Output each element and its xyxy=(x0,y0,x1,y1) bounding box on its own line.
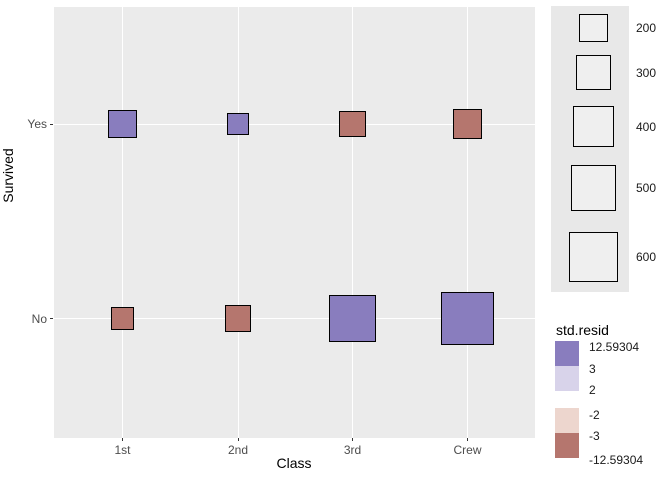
data-square-Crew-No xyxy=(441,292,494,345)
x-axis-title: Class xyxy=(276,455,312,471)
x-tick-label-2nd: 2nd xyxy=(227,443,249,457)
gridline-vertical-3rd xyxy=(352,7,353,438)
color-legend-label-3: 3 xyxy=(589,362,596,376)
y-tick-mark-Yes xyxy=(50,123,53,125)
y-tick-mark-No xyxy=(50,318,53,319)
gridline-vertical-1st xyxy=(122,7,123,438)
color-legend-label-2: 2 xyxy=(589,383,596,397)
data-square-3rd-No xyxy=(329,295,376,342)
x-tick-mark-3rd xyxy=(352,438,353,441)
data-square-1st-No xyxy=(111,307,134,330)
color-legend-swatch-2 xyxy=(555,408,579,433)
x-tick-mark-1st xyxy=(122,438,123,441)
color-legend-swatch-3 xyxy=(555,433,579,458)
color-legend-label--2: -2 xyxy=(589,408,600,422)
gridline-vertical-Crew xyxy=(467,7,468,438)
size-legend-square-200 xyxy=(579,13,608,43)
x-tick-label-1st: 1st xyxy=(114,443,131,457)
color-legend-label--12.59304: -12.59304 xyxy=(589,453,644,467)
size-legend-label-500: 500 xyxy=(636,181,657,195)
color-legend-swatch-1 xyxy=(555,366,579,391)
data-square-2nd-Yes xyxy=(227,113,249,135)
size-legend-label-200: 200 xyxy=(636,21,657,35)
data-square-1st-Yes xyxy=(108,109,137,139)
plot-panel xyxy=(54,7,535,438)
gridline-horizontal-No xyxy=(54,318,535,319)
x-tick-label-3rd: 3rd xyxy=(343,443,362,457)
data-square-Crew-Yes xyxy=(452,109,483,139)
y-tick-label-No: No xyxy=(31,311,47,326)
y-tick-label-Yes: Yes xyxy=(27,117,47,131)
size-legend-square-400 xyxy=(573,106,614,147)
size-legend-label-300: 300 xyxy=(636,65,657,80)
data-square-2nd-No xyxy=(224,305,252,332)
y-axis-title: Survived xyxy=(0,148,16,203)
color-legend-label--3: -3 xyxy=(589,429,600,443)
color-legend-swatch-0 xyxy=(555,341,579,366)
size-legend-square-600 xyxy=(568,232,619,282)
data-square-3rd-Yes xyxy=(339,110,366,138)
size-legend-square-300 xyxy=(576,55,611,90)
x-tick-mark-2nd xyxy=(237,438,239,441)
size-legend-label-600: 600 xyxy=(636,250,657,264)
size-legend-square-500 xyxy=(570,165,617,211)
size-legend-label-400: 400 xyxy=(636,119,657,134)
gridline-horizontal-Yes xyxy=(54,123,535,125)
color-legend-title: std.resid xyxy=(556,322,609,338)
x-tick-mark-Crew xyxy=(467,438,468,441)
gridline-vertical-2nd xyxy=(237,7,239,438)
x-tick-label-Crew: Crew xyxy=(453,443,482,457)
color-legend-label-12.59304: 12.59304 xyxy=(589,340,640,354)
